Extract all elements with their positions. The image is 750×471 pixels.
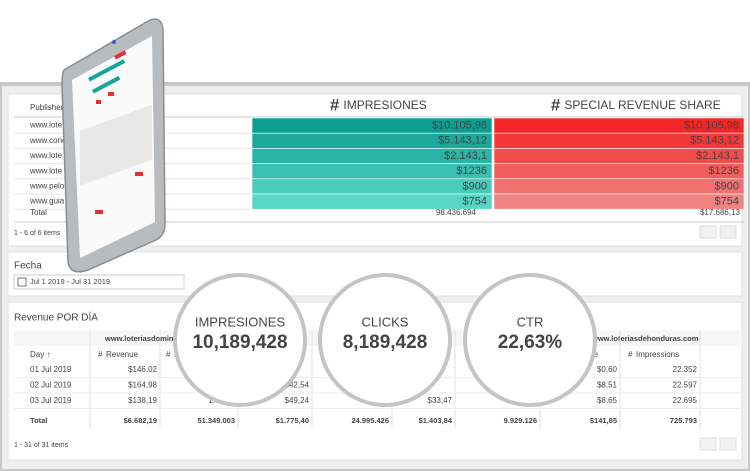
fecha-label: Fecha	[14, 261, 42, 272]
column-icon: #	[330, 95, 340, 114]
cell: $8,65	[597, 396, 618, 405]
cell: $0,60	[597, 365, 618, 374]
stat-circle	[463, 273, 597, 407]
site-name: www.pelo	[29, 182, 65, 191]
cell: $42,54	[285, 381, 310, 390]
column-icon: #	[551, 95, 561, 114]
column-icon: #	[98, 350, 103, 359]
total-cell: $1.775,40	[276, 416, 309, 425]
site-name: www.lote	[29, 121, 63, 130]
day-cell: 02 Jul 2019	[30, 381, 72, 390]
site-name: www.cone	[29, 136, 67, 145]
cell: $138,19	[128, 396, 157, 405]
cell: $8,51	[597, 381, 618, 390]
stat-value: 10,189,428	[192, 332, 287, 353]
column-header: IMPRESIONES	[343, 98, 426, 112]
total-cell: 725.793	[670, 416, 697, 425]
column-header: Impressions	[636, 350, 679, 359]
cell-value: $900	[463, 180, 487, 192]
cell-bg	[493, 163, 745, 180]
content: Publisher # IMPRESIONES # SPECIAL REVENUE SH…	[13, 95, 745, 451]
stat-value: 8,189,428	[343, 332, 428, 353]
cell-value: $754	[463, 196, 487, 208]
cell: $33,47	[428, 396, 453, 405]
cell-value: $5.143,12	[690, 135, 739, 147]
column-header: Day ↑	[30, 350, 50, 359]
stat-label: CLICKS	[362, 314, 409, 329]
cell-value: $754	[715, 196, 739, 208]
cell: $49,24	[285, 396, 310, 405]
column-header: SPECIAL REVENUE SHARE	[564, 98, 720, 112]
total-cell: 24.995.426	[351, 416, 389, 425]
day-cell: 01 Jul 2019	[30, 365, 72, 374]
total-cell: $1.403,84	[419, 416, 453, 425]
cell-value: $1236	[456, 165, 487, 177]
panel-title: Revenue POR DÍA	[14, 311, 98, 324]
phone	[61, 18, 166, 273]
total-cell: 9.929.126	[504, 416, 537, 425]
stat-label: IMPRESIONES	[195, 314, 286, 329]
cell-value: $900	[715, 180, 739, 192]
pager-button	[719, 225, 737, 239]
cell: 22.695	[673, 396, 698, 405]
cell: $164,98	[128, 381, 157, 390]
total-value: $17.686,13	[700, 208, 741, 217]
cell-bg	[493, 193, 745, 210]
column-header: Publisher	[30, 103, 64, 112]
cell: 22.352	[673, 365, 698, 374]
calendar-icon	[17, 277, 27, 287]
pager-button	[699, 225, 717, 239]
pager-button	[699, 437, 717, 451]
cell-value: $1236	[708, 165, 739, 177]
total-cell: 51.349.003	[197, 416, 235, 425]
stat-circle	[173, 273, 307, 407]
site-name: www.lote	[29, 151, 63, 160]
date-box	[13, 274, 185, 290]
day-cell: 03 Jul 2019	[30, 396, 72, 405]
cell: $146,02	[128, 365, 157, 374]
column-icon: #	[628, 350, 633, 359]
cell-bg	[251, 193, 493, 210]
site-header: www.loteriasdomini	[104, 334, 176, 343]
total-value: 98.436.694	[436, 208, 477, 217]
total-cell: $141,85	[590, 416, 617, 425]
stat-circle	[318, 273, 452, 407]
cell-bg	[251, 178, 493, 195]
cell-bg	[493, 178, 745, 195]
stat-label: CTR	[517, 314, 544, 329]
cell-value: $10.105,98	[684, 120, 739, 132]
column-icon: #	[166, 350, 171, 359]
total-cell: $6.682,19	[124, 416, 157, 425]
pager: 1 - 6 of 6 items	[14, 230, 61, 237]
cell-value: $10.105,98	[432, 120, 487, 132]
stat-value: 22,63%	[498, 332, 563, 353]
cell: 22.597	[673, 381, 698, 390]
cell-value: $2.143,1	[444, 150, 487, 162]
cell-value: $2.143,1	[696, 150, 739, 162]
date-range: Jul 1 2019 - Jul 31 2019	[30, 277, 110, 286]
site-header: www.loteriasdehonduras.com	[591, 334, 699, 343]
pager-button	[719, 437, 737, 451]
site-name: www.lote	[29, 166, 63, 175]
total-label: Total	[30, 208, 47, 217]
total-cell: Total	[30, 416, 47, 425]
pager: 1 - 31 of 31 items	[14, 442, 69, 449]
cell-value: $5.143,12	[438, 135, 487, 147]
column-header: Revenue	[106, 350, 139, 359]
site-name: www.guia	[29, 197, 65, 206]
